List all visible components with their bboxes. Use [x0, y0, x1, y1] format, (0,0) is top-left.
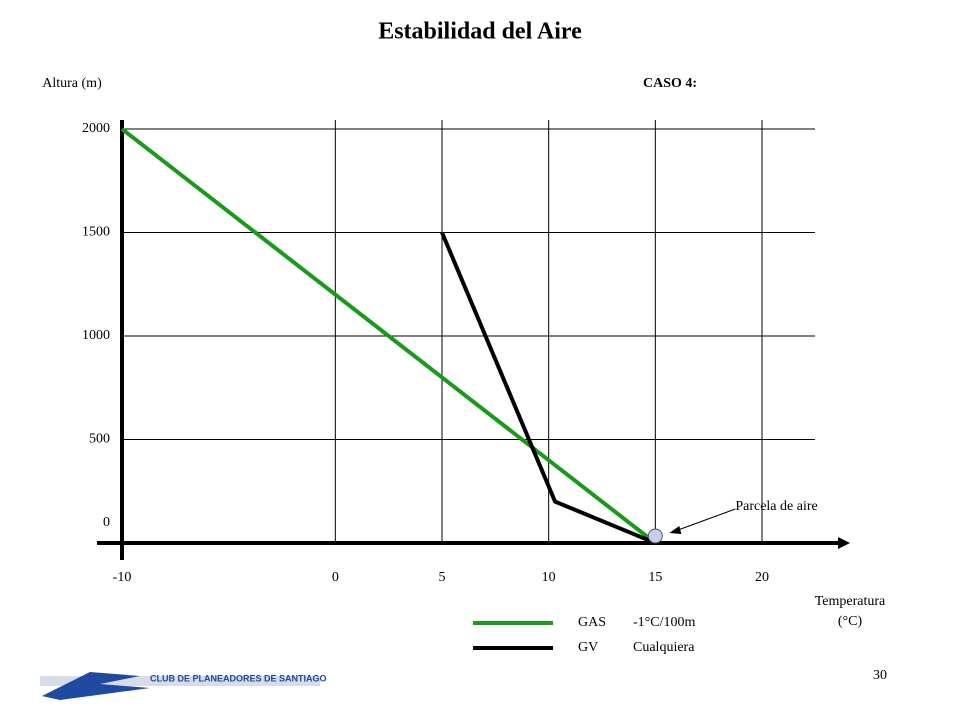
legend-label: GAS	[578, 615, 606, 630]
series-line	[120, 127, 657, 545]
chart-subtitle: CASO 4:	[643, 76, 697, 91]
annotation-arrowhead	[669, 526, 682, 534]
x-axis-label: Temperatura	[815, 594, 886, 609]
x-tick-label: 20	[755, 570, 769, 585]
y-tick-label: 0	[103, 515, 110, 530]
annotation-text: Parcela de aire	[735, 499, 817, 514]
y-tick-label: 1500	[82, 225, 110, 240]
series-line	[440, 231, 657, 545]
legend-label: GV	[578, 640, 598, 655]
y-tick-label: 500	[89, 432, 110, 447]
y-axis-label: Altura (m)	[42, 76, 102, 91]
x-tick-label: 0	[332, 570, 339, 585]
parcel-marker	[647, 528, 663, 544]
x-tick-label: -10	[113, 570, 132, 585]
logo-text: CLUB DE PLANEADORES DE SANTIAGO	[150, 673, 327, 683]
chart-title: Estabilidad del Aire	[378, 19, 582, 45]
x-tick-label: 15	[648, 570, 662, 585]
legend-description: -1°C/100m	[633, 615, 695, 630]
logo: CLUB DE PLANEADORES DE SANTIAGO	[40, 672, 327, 700]
logo-wing	[42, 672, 150, 700]
annotation-arrow	[675, 508, 736, 532]
y-tick-label: 2000	[82, 121, 110, 136]
legend-description: Cualquiera	[633, 640, 695, 655]
x-axis-arrow	[838, 537, 850, 549]
y-tick-label: 1000	[82, 328, 110, 343]
x-axis-label: (°C)	[838, 614, 863, 629]
x-tick-label: 10	[542, 570, 556, 585]
page-number: 30	[873, 668, 887, 683]
x-tick-label: 5	[439, 570, 446, 585]
